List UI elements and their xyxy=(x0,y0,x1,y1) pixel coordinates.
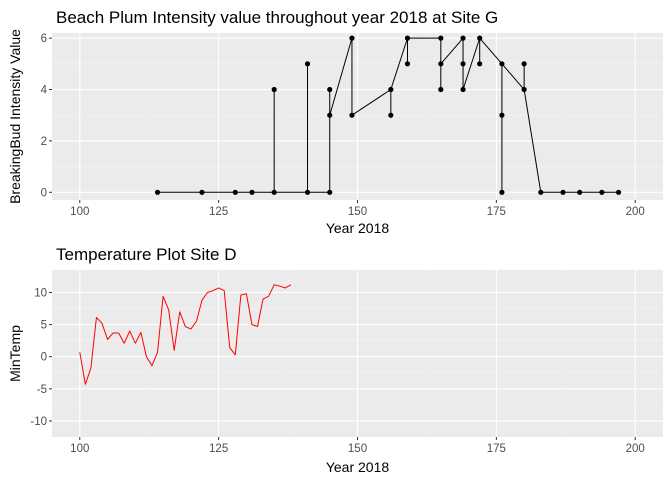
data-point xyxy=(232,189,238,195)
chart-2-gridlines xyxy=(52,270,663,437)
data-point xyxy=(327,112,333,118)
data-point xyxy=(304,61,311,67)
data-point xyxy=(304,189,311,195)
data-point xyxy=(438,35,444,41)
chart-2-x-axis: 100 125 150 175 200 xyxy=(70,437,645,455)
chart-2-y-axis-title: MinTemp xyxy=(7,325,23,382)
chart-1-y-axis-title: BreakingBud Intensity Value xyxy=(7,29,23,204)
chart-1: 100 125 150 175 200 0 2 4 6 Beach Plum Intensit… xyxy=(7,8,663,236)
chart-2: 100 125 150 175 200 -10 -5 0 5 10 Temperature Pl… xyxy=(7,245,663,475)
chart-2-title: Temperature Plot Site D xyxy=(56,245,236,264)
data-point xyxy=(521,61,527,67)
data-point xyxy=(199,189,205,195)
chart-2-x-axis-title: Year 2018 xyxy=(326,459,390,475)
x-tick-label: 200 xyxy=(626,443,645,455)
data-point xyxy=(477,61,483,67)
y-tick-label: 4 xyxy=(41,85,48,97)
data-point xyxy=(477,35,483,41)
x-tick-label: 150 xyxy=(348,443,367,455)
x-tick-label: 150 xyxy=(348,206,367,218)
chart-1-y-axis: 0 2 4 6 xyxy=(41,33,52,199)
data-point xyxy=(599,189,605,195)
data-point xyxy=(499,61,505,67)
chart-1-x-axis: 100 125 150 175 200 xyxy=(70,200,645,218)
data-point xyxy=(460,35,466,41)
data-point xyxy=(404,61,411,67)
y-tick-label: 5 xyxy=(41,320,47,332)
x-tick-label: 125 xyxy=(209,206,228,218)
y-tick-label: 0 xyxy=(41,187,47,199)
data-point xyxy=(327,189,333,195)
data-point xyxy=(388,86,394,93)
data-point xyxy=(349,35,355,41)
data-point xyxy=(271,86,277,93)
data-point xyxy=(577,189,583,195)
x-tick-label: 200 xyxy=(626,206,645,218)
data-point xyxy=(499,112,505,118)
data-point xyxy=(460,61,466,67)
y-tick-label: 2 xyxy=(41,136,47,148)
data-point xyxy=(404,35,411,41)
data-point xyxy=(615,189,622,195)
x-tick-label: 100 xyxy=(70,206,89,218)
x-tick-label: 175 xyxy=(487,206,506,218)
data-point xyxy=(521,86,527,93)
x-tick-label: 100 xyxy=(70,443,89,455)
chart-1-title: Beach Plum Intensity value throughout ye… xyxy=(56,8,498,27)
y-tick-label: 0 xyxy=(41,352,47,364)
data-point xyxy=(538,189,544,195)
chart-1-series xyxy=(154,35,622,195)
data-point xyxy=(388,112,394,118)
chart-1-x-axis-title: Year 2018 xyxy=(326,220,390,236)
data-point xyxy=(154,189,161,195)
x-tick-label: 125 xyxy=(209,443,228,455)
data-point xyxy=(349,112,355,118)
series-line xyxy=(157,37,619,193)
y-tick-label: -10 xyxy=(30,416,47,428)
data-point xyxy=(271,189,277,195)
data-point xyxy=(560,189,566,195)
chart-2-series xyxy=(79,284,292,385)
data-point xyxy=(327,86,333,93)
data-point xyxy=(438,61,444,67)
y-tick-label: -5 xyxy=(37,384,47,396)
data-point xyxy=(438,86,444,93)
chart-2-y-axis: -10 -5 0 5 10 xyxy=(30,287,52,428)
data-point xyxy=(499,189,505,195)
data-point xyxy=(460,86,466,93)
x-tick-label: 175 xyxy=(487,443,506,455)
y-tick-label: 6 xyxy=(41,33,47,45)
data-point xyxy=(249,189,255,195)
chart-1-gridlines xyxy=(52,33,663,200)
y-tick-label: 10 xyxy=(34,287,47,299)
series-line xyxy=(79,284,292,385)
